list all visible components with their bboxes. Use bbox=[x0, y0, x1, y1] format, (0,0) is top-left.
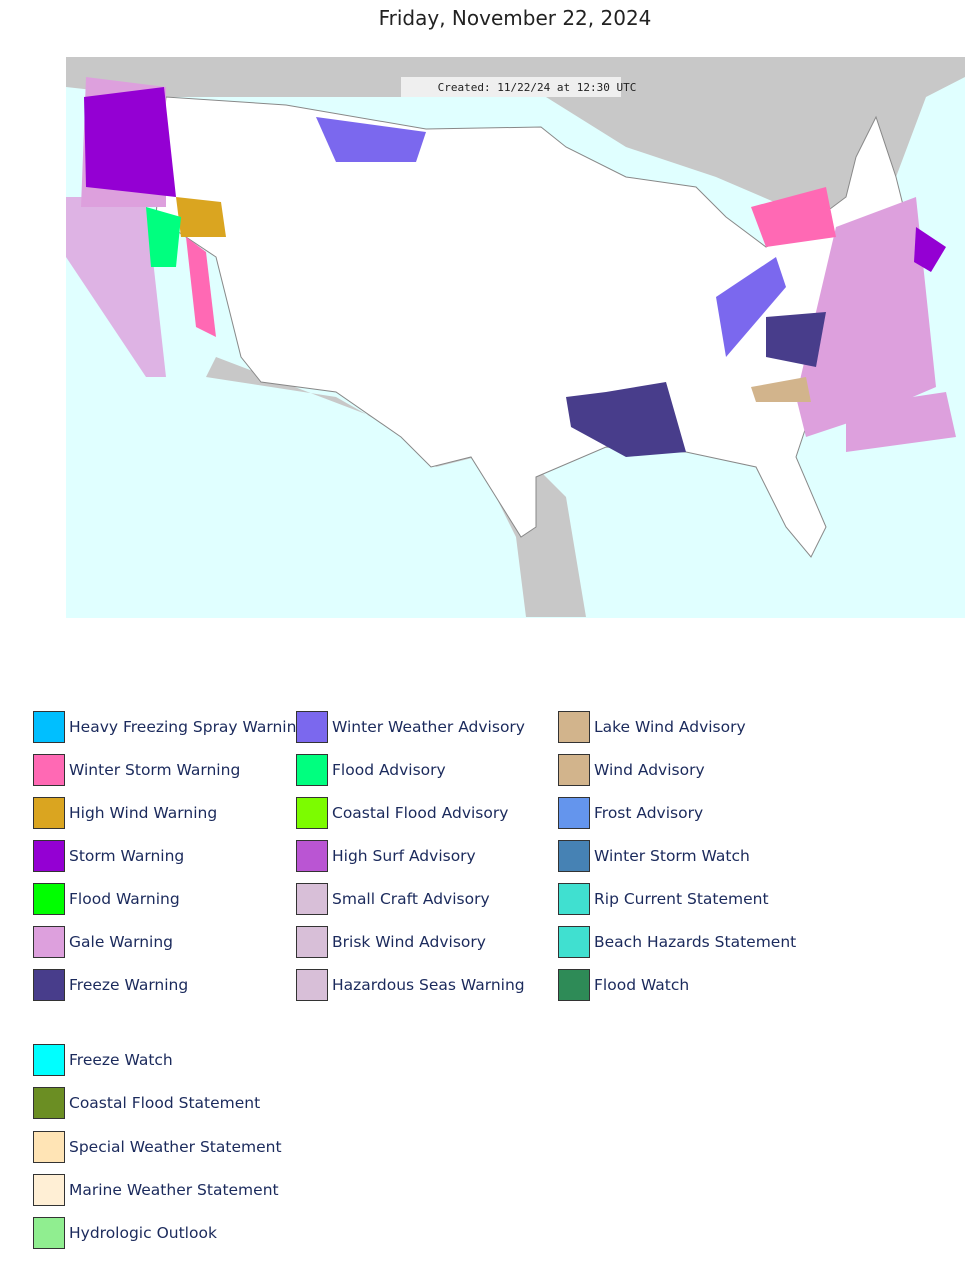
legend-label: Small Craft Advisory bbox=[332, 890, 490, 908]
legend-label: Flood Watch bbox=[594, 976, 690, 994]
legend-label: Flood Warning bbox=[69, 890, 180, 908]
high-wind-area bbox=[176, 197, 226, 237]
freeze-area bbox=[566, 382, 686, 457]
legend-swatch bbox=[33, 926, 65, 958]
legend-label: High Wind Warning bbox=[69, 804, 218, 822]
legend-label: Hydrologic Outlook bbox=[69, 1224, 217, 1243]
legend-swatch bbox=[558, 926, 590, 958]
legend-label: Rip Current Statement bbox=[594, 890, 769, 908]
legend-label: Brisk Wind Advisory bbox=[332, 933, 486, 951]
legend-swatch bbox=[558, 754, 590, 786]
legend-item: Beach Hazards Statement bbox=[558, 925, 796, 959]
legend-item: Hydrologic Outlook bbox=[33, 1216, 217, 1250]
legend-swatch bbox=[33, 797, 65, 829]
legend-swatch bbox=[33, 1087, 65, 1120]
legend-swatch bbox=[33, 969, 65, 1001]
legend-swatch bbox=[33, 754, 65, 786]
legend-swatch bbox=[296, 926, 328, 958]
winter-storm-area bbox=[186, 237, 216, 337]
legend-label: Winter Storm Watch bbox=[594, 847, 750, 865]
legend-swatch bbox=[33, 883, 65, 915]
created-bg bbox=[401, 77, 621, 97]
legend-item: Rip Current Statement bbox=[558, 882, 769, 916]
flood-advisory-area bbox=[146, 207, 181, 267]
legend-item: Freeze Watch bbox=[33, 1043, 173, 1077]
legend-swatch bbox=[33, 711, 65, 743]
legend-label: Special Weather Statement bbox=[69, 1137, 282, 1156]
legend-label: High Surf Advisory bbox=[332, 847, 476, 865]
legend-label: Freeze Watch bbox=[69, 1051, 173, 1069]
legend-label: Freeze Warning bbox=[69, 976, 189, 994]
legend-swatch bbox=[33, 1173, 65, 1206]
created-label: Created: 11/22/24 at 12:30 UTC bbox=[438, 81, 637, 94]
legend-swatch bbox=[558, 969, 590, 1001]
legend-item: Winter Storm Warning bbox=[33, 753, 240, 787]
legend-label: Storm Warning bbox=[69, 847, 185, 865]
legend-swatch bbox=[296, 711, 328, 743]
legend-swatch bbox=[33, 1044, 65, 1076]
legend-item: Lake Wind Advisory bbox=[558, 710, 746, 744]
legend-item: Winter Weather Advisory bbox=[296, 710, 525, 744]
legend-item: Flood Advisory bbox=[296, 753, 446, 787]
legend-label: Lake Wind Advisory bbox=[594, 718, 746, 736]
legend-item: High Surf Advisory bbox=[296, 839, 476, 873]
gale-area bbox=[846, 392, 956, 452]
legend-label: Gale Warning bbox=[69, 933, 174, 951]
legend-item: Marine Weather Statement bbox=[33, 1173, 279, 1207]
legend-swatch bbox=[33, 1217, 65, 1250]
legend-swatch bbox=[558, 883, 590, 915]
legend-swatch bbox=[33, 840, 65, 872]
legend-swatch bbox=[33, 1130, 65, 1163]
legend-swatch bbox=[296, 754, 328, 786]
winter-advisory-area bbox=[316, 117, 426, 162]
legend-label: Winter Storm Warning bbox=[69, 761, 241, 779]
winter-storm-area bbox=[751, 187, 836, 247]
legend-label: Wind Advisory bbox=[594, 761, 705, 779]
legend-item: Hazardous Seas Warning bbox=[296, 968, 525, 1002]
legend-label: Coastal Flood Advisory bbox=[332, 804, 509, 822]
page-title: Friday, November 22, 2024 bbox=[378, 6, 652, 30]
legend-label: Coastal Flood Statement bbox=[69, 1094, 261, 1113]
legend-swatch bbox=[296, 840, 328, 872]
legend-item: Frost Advisory bbox=[558, 796, 703, 830]
legend-label: Hazardous Seas Warning bbox=[332, 976, 525, 994]
legend-swatch bbox=[558, 797, 590, 829]
storm-area bbox=[914, 227, 946, 272]
legend-label: Marine Weather Statement bbox=[69, 1180, 279, 1199]
legend-item: Heavy Freezing Spray Warning bbox=[33, 710, 306, 744]
freeze-area bbox=[766, 312, 826, 367]
legend-item: Brisk Wind Advisory bbox=[296, 925, 486, 959]
legend-swatch bbox=[296, 969, 328, 1001]
legend-label: Flood Advisory bbox=[332, 761, 446, 779]
legend-item: Freeze Warning bbox=[33, 968, 188, 1002]
legend-label: Frost Advisory bbox=[594, 804, 704, 822]
legend-item: Flood Watch bbox=[558, 968, 689, 1002]
wind-area bbox=[751, 377, 811, 402]
legend-swatch bbox=[558, 840, 590, 872]
legend-label: Beach Hazards Statement bbox=[594, 933, 797, 951]
gale-area bbox=[796, 197, 936, 437]
legend-item: Coastal Flood Advisory bbox=[296, 796, 508, 830]
winter-advisory-area bbox=[716, 257, 786, 357]
legend-item: Special Weather Statement bbox=[33, 1130, 282, 1164]
legend-swatch bbox=[296, 883, 328, 915]
hazard-map: Created: 11/22/24 at 12:30 UTC bbox=[66, 57, 965, 618]
legend-item: Storm Warning bbox=[33, 839, 184, 873]
legend-item: Flood Warning bbox=[33, 882, 180, 916]
legend-label: Winter Weather Advisory bbox=[332, 718, 525, 736]
legend-swatch bbox=[558, 711, 590, 743]
legend-item: Wind Advisory bbox=[558, 753, 705, 787]
legend-label: Heavy Freezing Spray Warning bbox=[69, 718, 307, 736]
storm-area bbox=[84, 87, 176, 197]
legend-item: Small Craft Advisory bbox=[296, 882, 490, 916]
legend-swatch bbox=[296, 797, 328, 829]
legend-item: Coastal Flood Statement bbox=[33, 1086, 260, 1120]
legend-item: Gale Warning bbox=[33, 925, 173, 959]
canada bbox=[66, 57, 965, 227]
legend-item: High Wind Warning bbox=[33, 796, 217, 830]
gale-area bbox=[66, 197, 166, 377]
legend-item: Winter Storm Watch bbox=[558, 839, 750, 873]
